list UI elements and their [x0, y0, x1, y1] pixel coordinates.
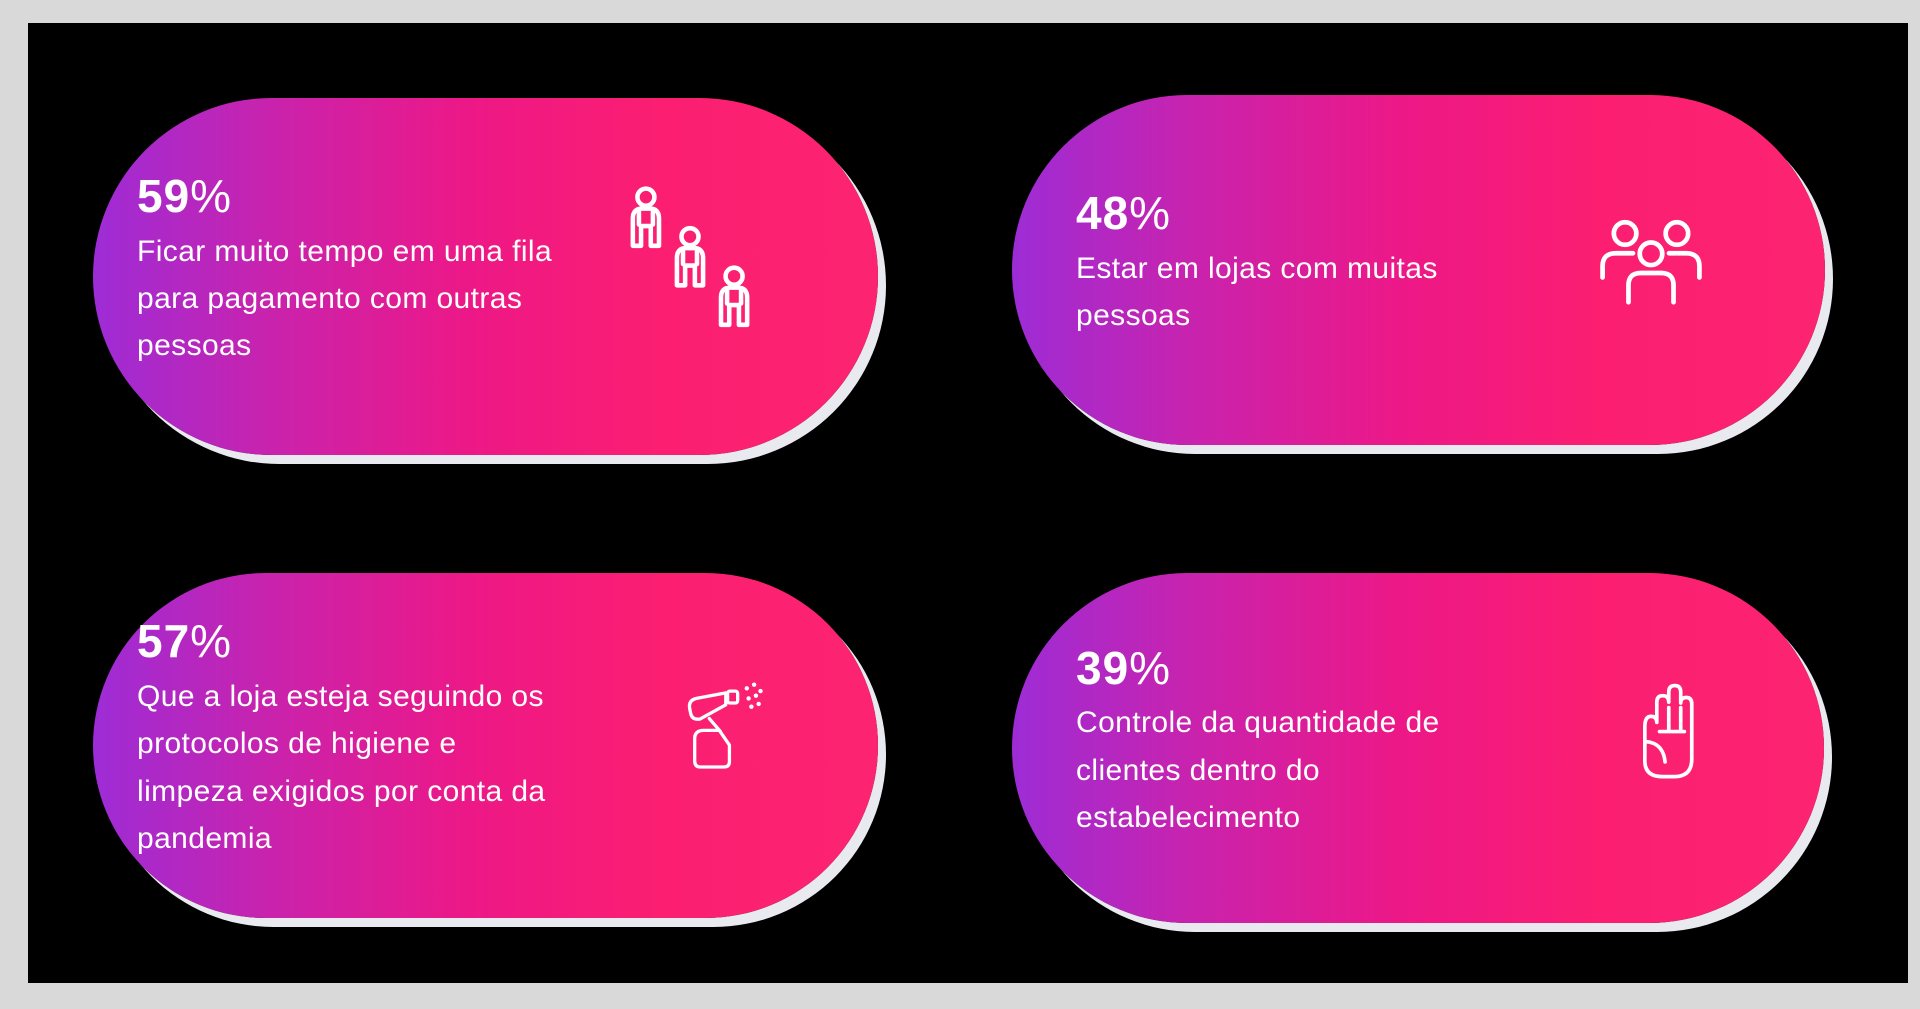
stat-description: Estar em lojas com muitas pessoas: [1076, 251, 1438, 333]
stat-number: 59: [137, 170, 191, 223]
stat-percent-sign: %: [190, 170, 233, 223]
stop-hand-icon: [1620, 679, 1712, 785]
stat-card-text: 39% Controle da quantidade de clientes d…: [1076, 641, 1440, 842]
stat-card-queue: 59% Ficar muito tempo em uma fila para p…: [93, 98, 878, 455]
queue-people-icon: [614, 185, 766, 337]
stat-number: 39: [1076, 641, 1130, 694]
stat-value: 48%: [1076, 188, 1438, 239]
stat-description: Que a loja esteja seguindo os protocolos…: [137, 680, 546, 856]
stat-card-text: 57% Que a loja esteja seguindo os protoc…: [137, 616, 546, 862]
stat-description: Ficar muito tempo em uma fila para pagam…: [137, 234, 553, 363]
stat-value: 57%: [137, 616, 546, 667]
spray-bottle-icon: [670, 680, 766, 779]
stat-card-text: 48% Estar em lojas com muitas pessoas: [1076, 188, 1438, 339]
stat-card-crowd: 48% Estar em lojas com muitas pessoas: [1012, 95, 1825, 445]
stat-card-text: 59% Ficar muito tempo em uma fila para p…: [137, 171, 552, 370]
stat-value: 59%: [137, 171, 552, 222]
crowd-group-icon: [1589, 211, 1713, 318]
slide-panel: 59% Ficar muito tempo em uma fila para p…: [28, 23, 1908, 983]
stat-value: 39%: [1076, 641, 1440, 694]
stat-percent-sign: %: [1129, 641, 1172, 694]
stat-percent-sign: %: [190, 615, 233, 668]
stat-description: Controle da quantidade de clientes dentr…: [1076, 706, 1440, 834]
stat-number: 48: [1076, 187, 1130, 240]
stat-card-control: 39% Controle da quantidade de clientes d…: [1012, 573, 1824, 923]
stat-card-hygiene: 57% Que a loja esteja seguindo os protoc…: [93, 573, 878, 918]
stat-percent-sign: %: [1129, 187, 1172, 240]
stat-number: 57: [137, 615, 191, 668]
